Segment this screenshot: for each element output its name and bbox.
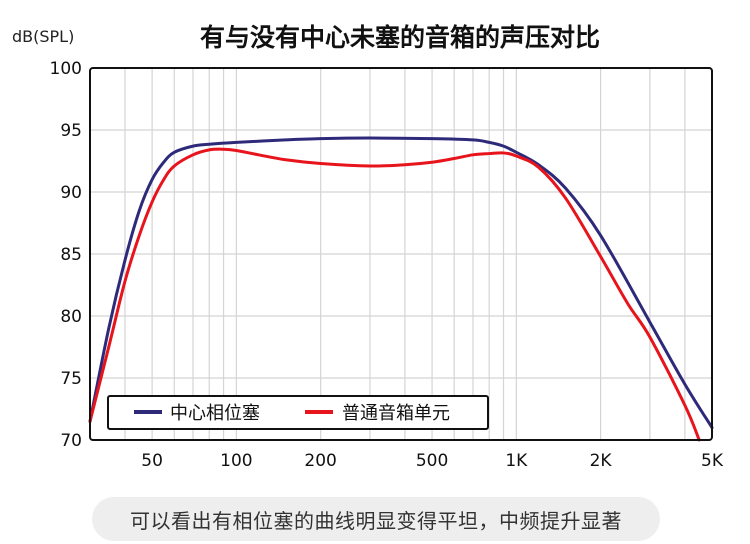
x-tick-label: 2K: [590, 451, 613, 471]
y-tick-label: 80: [60, 307, 82, 327]
x-tick-label: 200: [304, 451, 336, 471]
series-lines: [88, 136, 714, 442]
y-tick-label: 85: [60, 245, 82, 265]
x-tick-label: 100: [220, 451, 252, 471]
legend: 中心相位塞 普通音箱单元: [107, 395, 489, 430]
caption-text: 可以看出有相位塞的曲线明显变得平坦，中频提升显著: [130, 508, 622, 533]
x-tick-label: 50: [141, 451, 163, 471]
y-tick-label: 75: [60, 369, 82, 389]
tick-labels: 50 100 200 500 1K 2K 5K 70 75 80 85 90 95 100: [50, 59, 724, 471]
y-tick-label: 90: [60, 183, 82, 203]
series-line-0: [88, 136, 714, 430]
legend-box: [107, 395, 489, 430]
x-tick-label: 5K: [701, 451, 724, 471]
plot-frame: [89, 67, 713, 441]
y-axis-label: dB(SPL): [12, 27, 74, 46]
y-tick-label: 95: [60, 121, 82, 141]
legend-label-phase-plug: 中心相位塞: [170, 403, 260, 424]
y-tick-label: 100: [50, 59, 82, 79]
x-tick-label: 1K: [505, 451, 528, 471]
caption-box: 可以看出有相位塞的曲线明显变得平坦，中频提升显著: [92, 497, 660, 541]
chart-title: 有与没有中心未塞的音箱的声压对比: [200, 23, 600, 52]
legend-label-normal-unit: 普通音箱单元: [342, 403, 450, 424]
x-tick-label: 500: [416, 451, 448, 471]
series-line-1: [88, 147, 701, 442]
grid: [90, 68, 712, 440]
y-tick-label: 70: [60, 431, 82, 451]
